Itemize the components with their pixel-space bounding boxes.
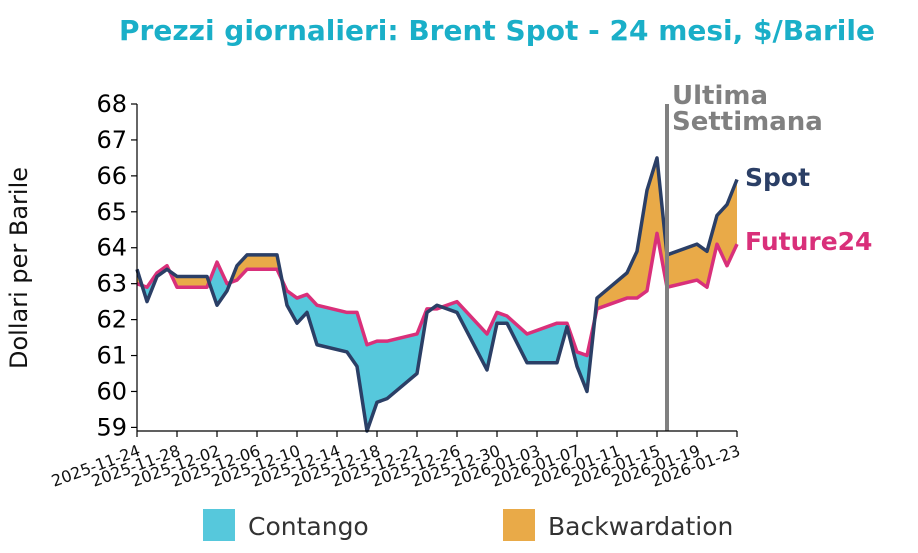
backwardation-area (594, 157, 737, 320)
legend-label-backwardation: Backwardation (548, 512, 733, 541)
contango-area (282, 280, 432, 431)
y-tick-label: 59 (96, 413, 127, 441)
y-tick-label: 61 (96, 342, 127, 370)
y-tick-label: 62 (96, 306, 127, 334)
chart-title: Prezzi giornalieri: Brent Spot - 24 mesi… (119, 14, 875, 47)
spot-series-label: Spot (745, 163, 810, 192)
y-tick-label: 63 (96, 270, 127, 298)
x-ticks: 2025-11-242025-11-282025-12-022025-12-06… (49, 431, 743, 491)
legend-label-contango: Contango (248, 512, 369, 541)
series-lines (135, 156, 739, 433)
future24-series-label: Future24 (745, 227, 872, 256)
y-tick-label: 64 (96, 234, 127, 262)
backwardation-area (169, 271, 209, 288)
y-tick-label: 60 (96, 377, 127, 405)
y-tick-label: 65 (96, 198, 127, 226)
y-tick-label: 68 (96, 90, 127, 118)
y-tick-label: 67 (96, 126, 127, 154)
y-ticks: 59 60 61 62 63 64 65 66 67 68 (96, 90, 137, 441)
future24-line (136, 231, 739, 358)
last-week-label-line1: Ultima (672, 81, 768, 111)
legend: Contango Backwardation (203, 509, 733, 541)
legend-swatch-backwardation (503, 509, 535, 541)
y-axis-label: Dollari per Barile (5, 167, 33, 369)
y-tick-label: 66 (96, 162, 127, 190)
spot-line (135, 156, 739, 433)
last-week-label-line2: Settimana (672, 107, 823, 137)
axes (136, 104, 737, 432)
legend-swatch-contango (203, 509, 235, 541)
